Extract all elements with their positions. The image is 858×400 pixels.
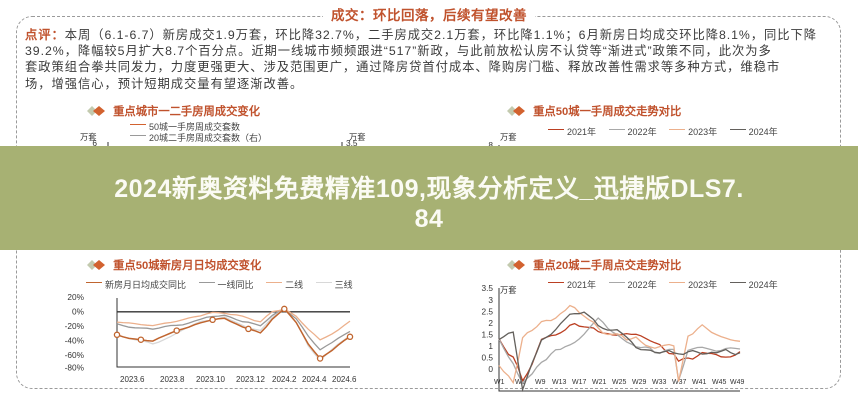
svg-text:1.5: 1.5 (481, 330, 493, 340)
svg-text:3: 3 (488, 295, 493, 305)
svg-text:W17: W17 (572, 379, 587, 386)
svg-text:W41: W41 (692, 379, 707, 386)
svg-text:W9: W9 (535, 379, 546, 386)
svg-text:3.5: 3.5 (481, 283, 493, 293)
svg-text:0.5: 0.5 (481, 353, 493, 363)
svg-text:W49: W49 (730, 379, 745, 386)
svg-text:W1: W1 (494, 379, 505, 386)
svg-text:W33: W33 (652, 379, 667, 386)
svg-text:万套: 万套 (500, 285, 517, 295)
svg-text:0: 0 (488, 364, 493, 374)
svg-text:2.5: 2.5 (481, 307, 493, 317)
svg-text:W29: W29 (632, 379, 647, 386)
svg-text:W13: W13 (552, 379, 567, 386)
svg-text:W45: W45 (712, 379, 727, 386)
svg-text:W21: W21 (592, 379, 607, 386)
svg-text:2: 2 (488, 318, 493, 328)
svg-text:1: 1 (488, 341, 493, 351)
svg-text:W25: W25 (612, 379, 627, 386)
